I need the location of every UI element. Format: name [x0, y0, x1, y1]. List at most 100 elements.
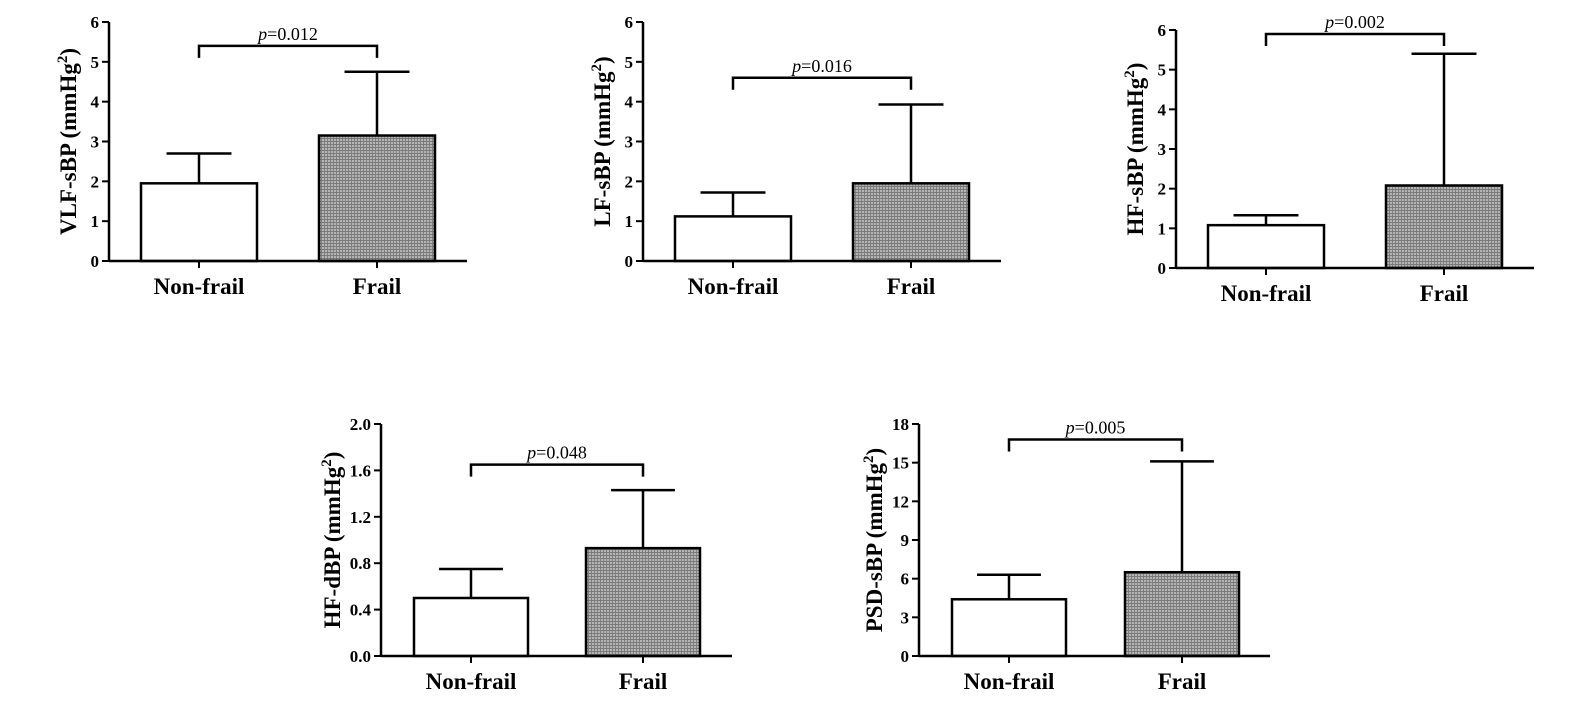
y-tick-label: 3: [91, 133, 100, 152]
y-tick-label: 4: [91, 93, 100, 112]
y-tick-label: 0.4: [350, 601, 372, 620]
x-category-label: Non-frail: [154, 274, 245, 299]
x-category-label: Frail: [1158, 669, 1207, 694]
y-tick-label: 5: [625, 53, 634, 72]
y-tick-label: 5: [91, 53, 100, 72]
y-axis-label-main: VLF-sBP (mmHg: [56, 63, 81, 235]
y-axis-label: VLF-sBP (mmHg2): [55, 48, 81, 235]
p-value-label: p=0.016: [790, 56, 852, 76]
significance-bracket: [731, 76, 913, 90]
y-tick-label: 3: [1158, 140, 1167, 159]
y-axis-label-superscript: 2: [589, 64, 605, 72]
y-tick-label: 4: [625, 93, 634, 112]
y-axis-label: HF-dBP (mmHg2): [319, 452, 345, 629]
p-value-label: p=0.005: [1064, 417, 1126, 437]
y-tick-label: 9: [901, 531, 910, 550]
y-axis-label-main: HF-dBP (mmHg: [320, 466, 345, 628]
x-category-label: Non-frail: [964, 669, 1055, 694]
p-symbol: p: [525, 443, 536, 463]
chart-panel-4: 0.0 0.4 0.8 1.2 1.6 2.0 Non-frail Frail p=0.048 H…: [319, 415, 732, 694]
chart-panel-3: 0 1 2 3 4 5 6 Non-frail Frail p=0.002 HF-sBP (mmHg…: [1122, 12, 1534, 306]
y-tick-label: 6: [625, 13, 634, 32]
y-axis-label-main: HF-sBP (mmHg: [1123, 77, 1148, 235]
p-symbol: p: [256, 24, 267, 44]
y-axis-label-superscript: 2: [861, 455, 877, 463]
y-tick-label: 15: [892, 454, 909, 473]
p-symbol: p: [790, 56, 801, 76]
bar-frail: [317, 134, 437, 263]
y-tick-label: 4: [1158, 100, 1167, 119]
y-tick-label: 1: [625, 212, 634, 231]
y-tick-label: 3: [901, 608, 910, 627]
p-value-label: p=0.012: [256, 24, 318, 44]
y-tick-label: 6: [901, 570, 910, 589]
y-axis-label-main: LF-sBP (mmHg: [590, 71, 615, 227]
y-tick-label: 0.0: [350, 647, 371, 666]
y-tick-label: 2.0: [350, 415, 371, 434]
p-value: =0.012: [267, 24, 318, 44]
chart-panel-5: 0 3 6 9 12 15 18 Non-frail Frail p=0.005 PSD-sBP (…: [861, 415, 1270, 694]
y-tick-label: 6: [1158, 21, 1167, 40]
bar-non-frail: [950, 598, 1068, 658]
y-tick-label: 2: [1158, 180, 1167, 199]
y-tick-label: 0: [91, 252, 100, 271]
y-axis-label-close: ): [862, 448, 887, 456]
bar-frail: [851, 182, 971, 263]
x-category-label: Frail: [619, 669, 668, 694]
significance-bracket: [1264, 32, 1446, 46]
chart-panel-1: 0 1 2 3 4 5 6 Non-frail Frail p=0.012 VLF-sBP (mmH…: [55, 13, 467, 299]
y-tick-label: 0: [901, 647, 910, 666]
bar-frail: [584, 546, 702, 658]
x-category-label: Non-frail: [688, 274, 779, 299]
y-tick-label: 1.2: [350, 508, 371, 527]
bar-non-frail: [673, 215, 793, 263]
p-value: =0.002: [1334, 12, 1385, 32]
y-axis-label-close: ): [320, 452, 345, 460]
bar-non-frail: [1206, 223, 1326, 270]
p-value: =0.048: [536, 443, 587, 463]
bar-non-frail: [412, 596, 530, 658]
y-axis-label-superscript: 2: [319, 459, 335, 467]
bar-frail: [1123, 570, 1241, 658]
y-tick-label: 18: [892, 415, 909, 434]
y-axis-label-superscript: 2: [1122, 70, 1138, 78]
p-value-label: p=0.048: [525, 443, 587, 463]
y-tick-label: 0: [625, 252, 634, 271]
y-axis-label-close: ): [1123, 63, 1148, 71]
significance-bracket: [469, 463, 645, 477]
p-value: =0.005: [1075, 417, 1126, 437]
p-symbol: p: [1064, 417, 1075, 437]
y-tick-label: 2: [625, 172, 634, 191]
x-category-label: Frail: [1420, 281, 1469, 306]
p-value: =0.016: [801, 56, 852, 76]
p-symbol: p: [1323, 12, 1334, 32]
y-axis-label-close: ): [56, 48, 81, 56]
y-axis-label-superscript: 2: [55, 56, 71, 64]
y-axis-label: PSD-sBP (mmHg2): [861, 448, 887, 632]
x-category-label: Frail: [353, 274, 402, 299]
x-category-label: Non-frail: [426, 669, 517, 694]
x-category-label: Frail: [887, 274, 936, 299]
y-axis-label: HF-sBP (mmHg2): [1122, 63, 1148, 236]
y-tick-label: 0.8: [350, 554, 371, 573]
significance-bracket: [197, 44, 379, 58]
y-tick-label: 1: [1158, 219, 1167, 238]
x-category-label: Non-frail: [1221, 281, 1312, 306]
p-value-label: p=0.002: [1323, 12, 1385, 32]
y-tick-label: 3: [625, 133, 634, 152]
y-tick-label: 2: [91, 172, 100, 191]
y-tick-label: 1: [91, 212, 100, 231]
y-tick-label: 12: [892, 492, 909, 511]
y-axis-label-main: PSD-sBP (mmHg: [862, 462, 887, 632]
y-tick-label: 5: [1158, 61, 1167, 80]
chart-panel-2: 0 1 2 3 4 5 6 Non-frail Frail p=0.016 LF-sBP (mmHg…: [589, 13, 1001, 299]
y-tick-label: 0: [1158, 259, 1167, 278]
y-tick-label: 1.6: [350, 461, 371, 480]
y-axis-label: LF-sBP (mmHg2): [589, 56, 615, 226]
y-axis-label-close: ): [590, 56, 615, 64]
bar-frail: [1384, 184, 1504, 270]
y-tick-label: 6: [91, 13, 100, 32]
significance-bracket: [1007, 438, 1184, 452]
